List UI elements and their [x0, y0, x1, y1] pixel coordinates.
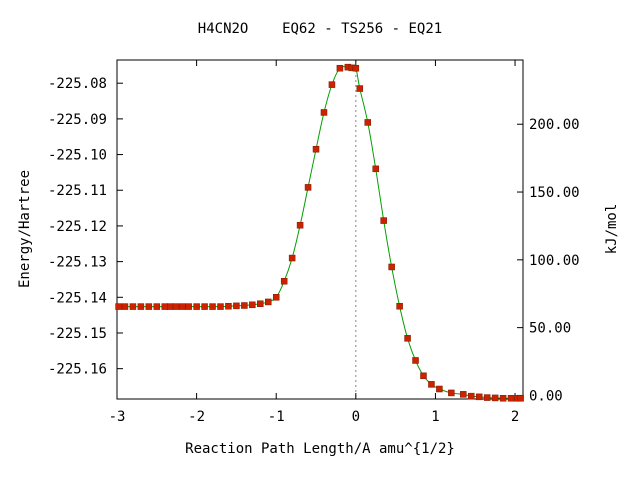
- y-tick-label: -225.12: [48, 219, 107, 235]
- data-point: [420, 372, 427, 380]
- x-tick-label: -2: [188, 409, 205, 425]
- data-point: [412, 357, 419, 364]
- data-point: [296, 221, 304, 229]
- x-tick-label: 1: [431, 409, 439, 425]
- y-tick-label: -225.15: [48, 326, 107, 342]
- data-point: [265, 298, 272, 306]
- data-point: [491, 394, 499, 402]
- data-point: [161, 303, 169, 310]
- y-tick-label: -225.10: [48, 148, 107, 164]
- y-tick-label: -225.11: [48, 183, 107, 199]
- y2-tick-label: 200.00: [529, 117, 580, 133]
- data-point: [404, 335, 411, 342]
- data-point: [336, 64, 344, 72]
- data-point: [249, 301, 256, 309]
- data-point: [129, 303, 137, 310]
- y2-tick-label: 0.00: [529, 388, 563, 404]
- data-point: [225, 302, 232, 310]
- data-point: [217, 303, 224, 310]
- data-point: [193, 303, 200, 310]
- data-point: [115, 303, 122, 310]
- data-point: [272, 294, 280, 301]
- y-axis-left: -225.08 -225.09 -225.10 -225.11 -225.12 -225.…: [48, 76, 123, 378]
- y-axis-right: 200.00 150.00 100.00 50.00 0.00: [517, 117, 580, 404]
- x-axis-label: Reaction Path Length/A amu^{1/2}: [185, 441, 455, 457]
- data-point: [428, 381, 435, 388]
- data-point: [172, 303, 180, 310]
- data-point: [121, 303, 129, 310]
- plot-frame: [116, 59, 524, 400]
- data-point: [475, 393, 483, 401]
- data-point: [179, 303, 186, 310]
- x-tick-label: -1: [268, 409, 285, 425]
- data-point: [209, 303, 216, 310]
- data-point: [517, 395, 524, 402]
- data-point: [145, 303, 153, 310]
- data-point: [388, 263, 395, 271]
- data-point: [436, 385, 443, 393]
- y2-axis-label: kJ/mol: [604, 204, 620, 255]
- data-point: [499, 395, 507, 402]
- y2-tick-label: 100.00: [529, 253, 580, 269]
- data-point: [483, 394, 491, 401]
- data-point: [380, 217, 387, 224]
- x-tick-label: 0: [352, 409, 360, 425]
- y-axis-label: Energy/Hartree: [17, 170, 33, 288]
- data-point: [304, 184, 312, 191]
- data-point: [356, 85, 364, 92]
- y-tick-label: -225.16: [48, 362, 107, 378]
- data-point: [507, 395, 515, 402]
- data-point: [372, 165, 379, 173]
- data-point: [153, 303, 161, 310]
- data-point: [328, 81, 336, 88]
- data-point: [320, 109, 328, 116]
- data-point: [468, 392, 475, 400]
- x-axis: -3 -2 -1 0 1 2: [109, 60, 519, 425]
- data-point: [352, 64, 360, 72]
- data-point: [241, 302, 248, 309]
- data-point: [137, 303, 145, 310]
- x-tick-label: -3: [109, 409, 126, 425]
- data-point: [280, 277, 288, 285]
- y-tick-label: -225.13: [48, 255, 107, 271]
- y-tick-label: -225.09: [48, 112, 107, 128]
- data-point: [233, 302, 240, 310]
- data-point: [448, 389, 455, 397]
- data-point: [460, 391, 467, 398]
- x-tick-label: 2: [511, 409, 519, 425]
- y2-tick-label: 150.00: [529, 185, 580, 201]
- data-points: [115, 63, 524, 402]
- data-point: [312, 145, 320, 153]
- data-point: [396, 302, 403, 310]
- data-point: [167, 303, 174, 310]
- data-point: [257, 300, 264, 307]
- y-tick-label: -225.08: [48, 76, 107, 92]
- data-point: [364, 119, 372, 126]
- data-point: [185, 303, 192, 310]
- y2-tick-label: 50.00: [529, 321, 571, 337]
- data-point: [288, 254, 296, 262]
- data-point: [201, 303, 208, 310]
- energy-curve: [118, 66, 521, 399]
- chart-title: H4CN2O EQ62 - TS256 - EQ21: [198, 21, 442, 37]
- y-tick-label: -225.14: [48, 290, 107, 306]
